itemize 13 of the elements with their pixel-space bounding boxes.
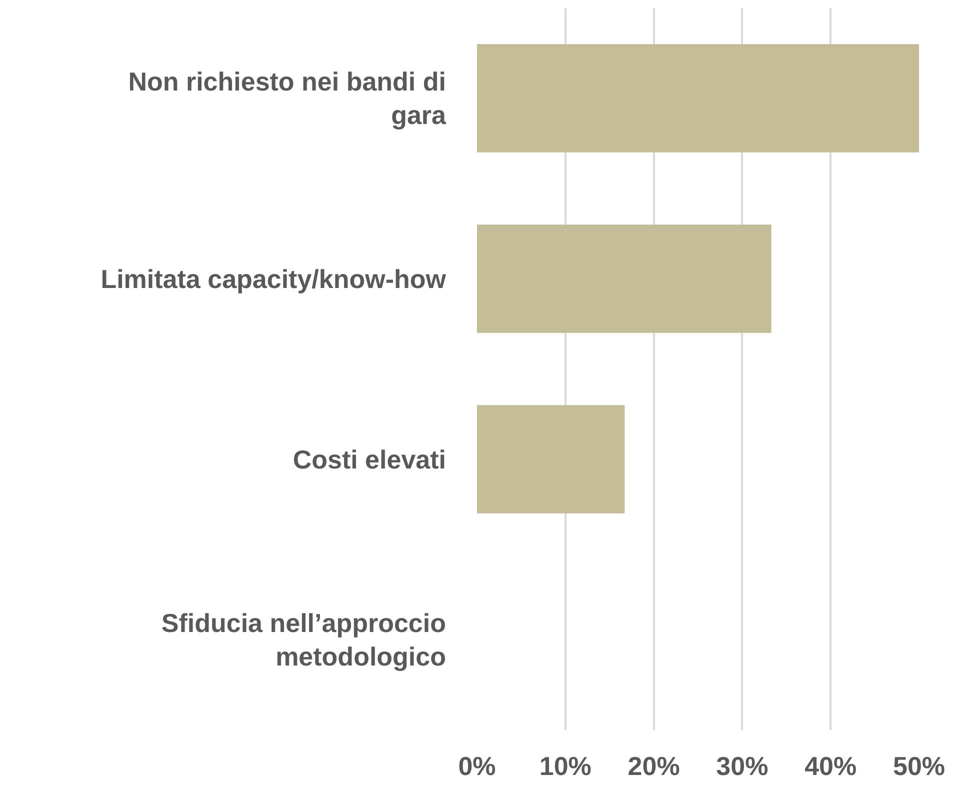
bar [477,224,772,333]
x-tick-label: 10% [539,751,592,781]
y-tick-label: Limitata capacity/know-how [100,264,447,294]
y-tick-label: Non richiesto nei bandi di gara [128,66,447,130]
x-tick-label: 20% [628,751,680,781]
x-tick-label: 40% [804,751,857,781]
x-tick-label: 0% [458,751,496,781]
y-tick-label: Costi elevati [292,444,446,474]
bar [477,44,919,152]
bar [477,405,625,514]
y-tick-label: Sfiducia nell’approccio metodologico [161,608,446,672]
x-tick-label: 30% [716,751,768,781]
x-tick-label: 50% [892,751,946,781]
